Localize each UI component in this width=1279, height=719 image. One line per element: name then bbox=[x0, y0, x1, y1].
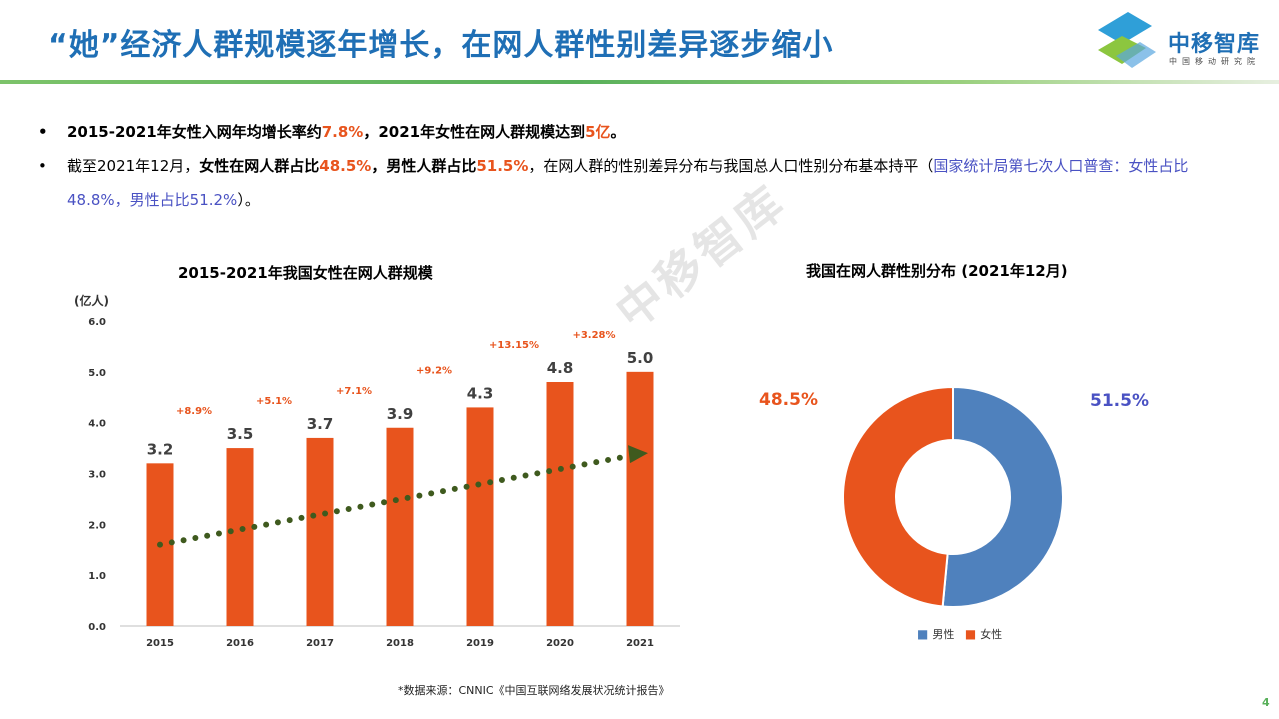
bar bbox=[546, 382, 574, 626]
growth-rate-label: +3.28% bbox=[572, 330, 615, 341]
logo-subtext: 中国移动研究院 bbox=[1169, 57, 1260, 66]
bar bbox=[626, 371, 654, 626]
growth-rate-label: +5.1% bbox=[256, 396, 292, 407]
bullet-item-growth: • 2015-2021年女性入网年均增长率约7.8%，2021年女性在网人群规模… bbox=[38, 115, 1238, 149]
bar-chart: (亿人) 0.0 1.0 2.0 3.0 4.0 5.0 6.0 3.2 2015 3.5 2016 3… bbox=[74, 293, 680, 649]
y-tick-label: 1.0 bbox=[88, 571, 106, 582]
bullet-text: ）。 bbox=[237, 191, 260, 209]
y-tick-label: 2.0 bbox=[88, 520, 106, 531]
bullet-dot: • bbox=[38, 157, 47, 175]
bullet-text: 截至2021年12月， bbox=[67, 157, 200, 175]
bar bbox=[386, 427, 414, 626]
data-source: *数据来源：CNNIC《中国互联网络发展状况统计报告》 bbox=[398, 684, 670, 697]
census-note: 国家统计局第七次人口普查：女性占比48.8%，男性占比51.2% bbox=[67, 157, 1189, 209]
donut-slice bbox=[941, 385, 1064, 608]
bullet-text: ，男性人群占比 bbox=[371, 157, 477, 175]
logo-text: 中移智库 bbox=[1168, 32, 1261, 57]
y-tick-label: 6.0 bbox=[88, 317, 106, 328]
scale-value: 5亿 bbox=[585, 123, 611, 141]
donut-legend: ■ 男性 ■ 女性 bbox=[917, 626, 1002, 642]
x-tick-label: 2020 bbox=[546, 638, 574, 649]
bar-value-label: 4.3 bbox=[467, 384, 494, 402]
bar-value-label: 5.0 bbox=[627, 349, 654, 367]
x-tick-label: 2015 bbox=[146, 638, 174, 649]
bar-value-label: 3.7 bbox=[307, 415, 334, 433]
bar-value-label: 3.5 bbox=[227, 425, 254, 443]
bullet-text: ，在网人群的性别差异分布与我国总人口性别分布基本持平（ bbox=[528, 157, 934, 175]
donut-slice bbox=[842, 385, 954, 608]
page-title: “她”经济人群规模逐年增长，在网人群性别差异逐步缩小 bbox=[48, 28, 834, 63]
bar-value-label: 3.9 bbox=[387, 405, 414, 423]
male-share-value: 51.5% bbox=[476, 157, 529, 175]
bar bbox=[306, 437, 334, 626]
y-tick-label: 4.0 bbox=[88, 419, 106, 430]
legend-male-swatch: ■ bbox=[917, 627, 929, 641]
growth-rate-label: +13.15% bbox=[489, 340, 539, 351]
trend-arrowhead bbox=[628, 445, 648, 464]
legend-female-swatch: ■ bbox=[964, 627, 977, 641]
bullet-text: 。 bbox=[610, 123, 626, 141]
x-tick-label: 2019 bbox=[466, 638, 494, 649]
donut-chart-title: 我国在网人群性别分布 (2021年12月) bbox=[806, 262, 1068, 280]
bullet-dot: • bbox=[38, 123, 48, 141]
bullet-text: 2015-2021年女性入网年均增长率约 bbox=[67, 123, 322, 141]
bar-chart-title: 2015-2021年我国女性在网人群规模 bbox=[178, 264, 433, 282]
y-tick-label: 3.0 bbox=[88, 470, 106, 481]
bar-value-label: 3.2 bbox=[147, 440, 174, 458]
x-tick-label: 2021 bbox=[626, 638, 654, 649]
male-pct-label: 51.5% bbox=[1090, 391, 1149, 411]
legend-male-label: 男性 bbox=[932, 628, 955, 641]
female-pct-label: 48.5% bbox=[759, 390, 818, 410]
bar bbox=[226, 448, 254, 626]
y-tick-label: 5.0 bbox=[88, 368, 106, 379]
legend-female-label: 女性 bbox=[980, 628, 1003, 641]
bullet-text: ，2021年女性在网人群规模达到 bbox=[363, 123, 586, 141]
bullet-item-share: • 截至2021年12月，女性在网人群占比48.5%，男性人群占比51.5%，在… bbox=[38, 149, 1238, 217]
x-tick-label: 2017 bbox=[306, 638, 334, 649]
y-tick-label: 0.0 bbox=[88, 622, 106, 633]
bar-value-label: 4.8 bbox=[547, 359, 574, 377]
growth-rate-label: +7.1% bbox=[336, 386, 372, 397]
page-number: 4 bbox=[1262, 696, 1270, 709]
bullet-list: • 2015-2021年女性入网年均增长率约7.8%，2021年女性在网人群规模… bbox=[38, 115, 1238, 217]
logo-icon bbox=[1098, 12, 1156, 68]
growth-rate-label: +8.9% bbox=[176, 406, 212, 417]
header-divider bbox=[0, 80, 1279, 84]
bullet-text: 女性在网人群占比 bbox=[199, 157, 320, 175]
trend-line bbox=[157, 453, 631, 548]
growth-rate-value: 7.8% bbox=[321, 123, 364, 141]
growth-rate-label: +9.2% bbox=[416, 365, 452, 376]
y-axis-label: (亿人) bbox=[74, 293, 109, 308]
female-share-value: 48.5% bbox=[319, 157, 372, 175]
x-tick-label: 2018 bbox=[386, 638, 414, 649]
bar bbox=[466, 407, 494, 626]
x-tick-label: 2016 bbox=[226, 638, 254, 649]
donut-chart bbox=[842, 385, 1064, 608]
